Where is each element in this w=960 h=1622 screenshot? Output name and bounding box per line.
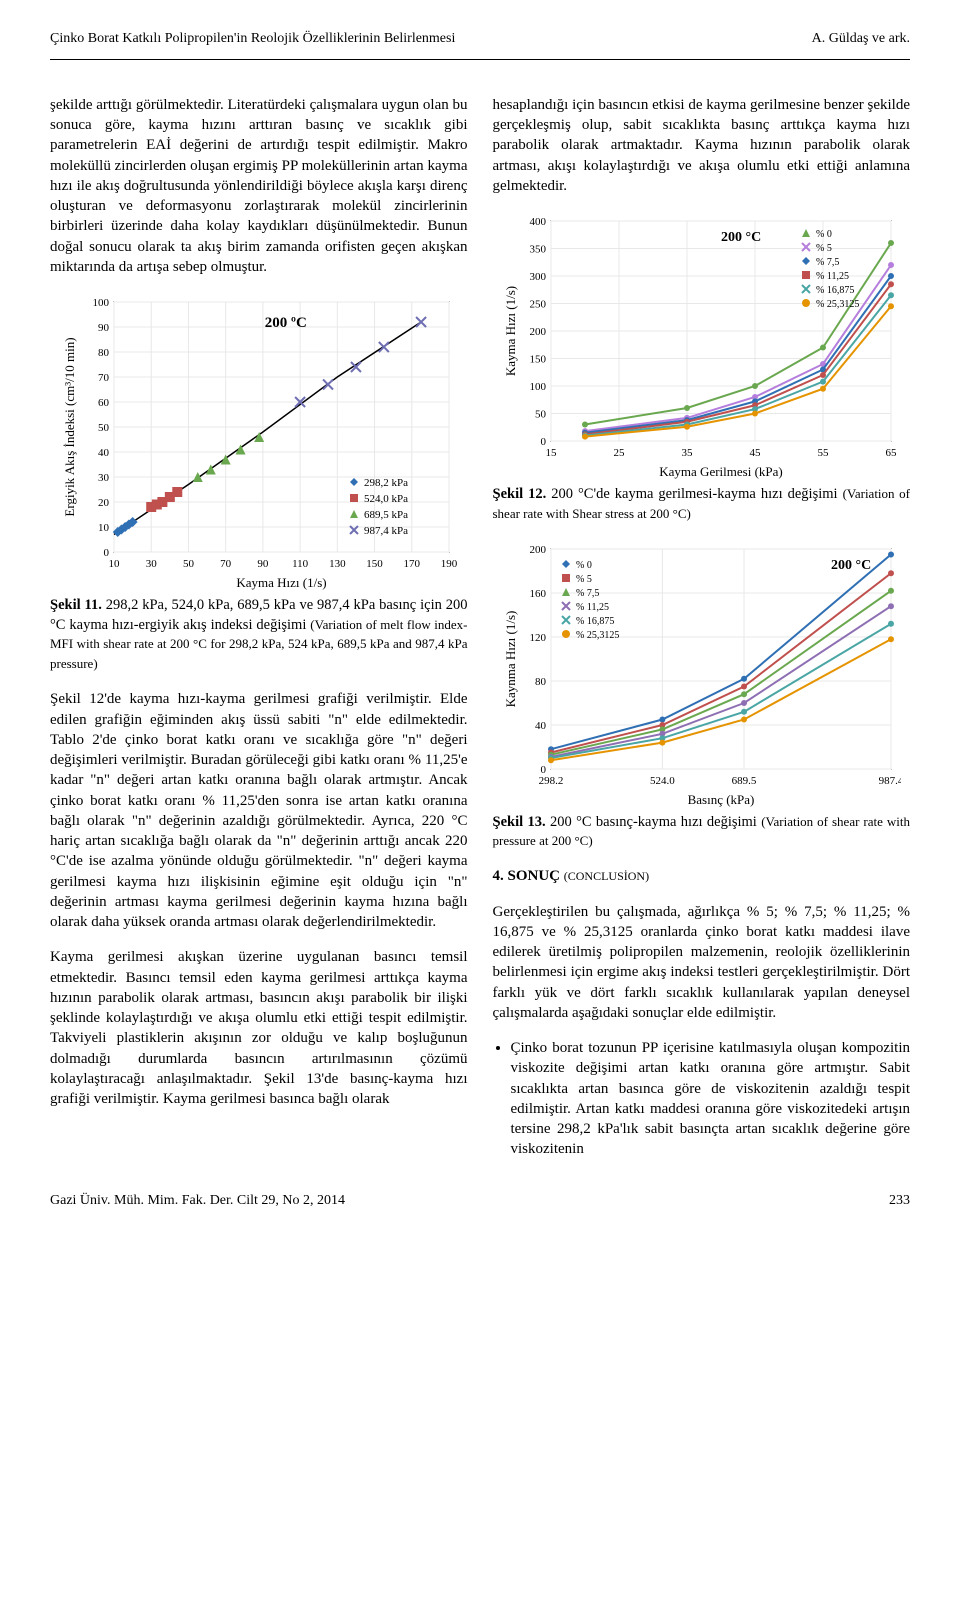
svg-text:250: 250 bbox=[530, 299, 547, 311]
svg-text:70: 70 bbox=[98, 372, 110, 384]
svg-text:90: 90 bbox=[98, 322, 110, 334]
svg-text:100: 100 bbox=[530, 381, 547, 393]
svg-text:Kayma Hızı (1/s): Kayma Hızı (1/s) bbox=[236, 575, 326, 590]
svg-text:400: 400 bbox=[530, 216, 547, 228]
svg-text:0: 0 bbox=[103, 547, 109, 559]
svg-text:70: 70 bbox=[220, 558, 232, 570]
svg-text:Kayma Hızı (1/s): Kayma Hızı (1/s) bbox=[503, 286, 518, 376]
para-left-3: Kayma gerilmesi akışkan üzerine uygulana… bbox=[50, 947, 468, 1109]
svg-text:25: 25 bbox=[614, 447, 626, 459]
section-4-subtitle: (CONCLUSİON) bbox=[564, 869, 649, 883]
svg-text:10: 10 bbox=[98, 522, 110, 534]
svg-text:160: 160 bbox=[530, 588, 547, 600]
fig13-label: Şekil 13. bbox=[493, 814, 546, 830]
svg-text:50: 50 bbox=[535, 409, 547, 421]
bullet-1: Çinko borat tozunun PP içerisine katılma… bbox=[511, 1038, 911, 1160]
svg-text:15: 15 bbox=[546, 447, 558, 459]
svg-text:987,4 kPa: 987,4 kPa bbox=[364, 525, 408, 537]
svg-text:200 °C: 200 °C bbox=[831, 558, 871, 573]
svg-text:80: 80 bbox=[535, 676, 547, 688]
svg-text:% 5: % 5 bbox=[576, 574, 592, 585]
svg-text:% 0: % 0 bbox=[816, 229, 832, 240]
para-left-2: Şekil 12'de kayma hızı-kayma gerilmesi g… bbox=[50, 689, 468, 932]
svg-text:200: 200 bbox=[530, 326, 547, 338]
svg-text:298,2 kPa: 298,2 kPa bbox=[364, 477, 408, 489]
svg-text:65: 65 bbox=[886, 447, 898, 459]
svg-text:20: 20 bbox=[98, 497, 110, 509]
svg-text:190: 190 bbox=[441, 558, 458, 570]
svg-text:90: 90 bbox=[257, 558, 269, 570]
svg-text:Basınç (kPa): Basınç (kPa) bbox=[688, 792, 755, 807]
svg-text:110: 110 bbox=[292, 558, 309, 570]
svg-text:% 16,875: % 16,875 bbox=[816, 285, 854, 296]
svg-text:30: 30 bbox=[145, 558, 157, 570]
svg-text:% 25,3125: % 25,3125 bbox=[816, 299, 859, 310]
svg-text:30: 30 bbox=[98, 472, 110, 484]
fig12-label: Şekil 12. bbox=[493, 486, 547, 502]
svg-text:0: 0 bbox=[541, 436, 547, 448]
running-head-right: A. Güldaş ve ark. bbox=[812, 30, 910, 49]
figure-12-caption: Şekil 12. 200 °C'de kayma gerilmesi-kaym… bbox=[493, 485, 911, 524]
para-left-1: şekilde arttığı görülmektedir. Literatür… bbox=[50, 95, 468, 277]
svg-text:% 16,875: % 16,875 bbox=[576, 616, 614, 627]
svg-text:200 °C: 200 °C bbox=[721, 230, 761, 245]
svg-text:% 7,5: % 7,5 bbox=[816, 257, 839, 268]
svg-text:60: 60 bbox=[98, 397, 110, 409]
svg-text:298.2: 298.2 bbox=[539, 775, 564, 787]
svg-text:100: 100 bbox=[92, 297, 109, 309]
svg-text:300: 300 bbox=[530, 271, 547, 283]
svg-text:% 0: % 0 bbox=[576, 560, 592, 571]
footer-left: Gazi Üniv. Müh. Mim. Fak. Der. Cilt 29, … bbox=[50, 1192, 345, 1211]
svg-text:200: 200 bbox=[530, 544, 547, 556]
para-right-2: Gerçekleştirilen bu çalışmada, ağırlıkça… bbox=[493, 902, 911, 1024]
svg-text:10: 10 bbox=[108, 558, 120, 570]
section-4-title: 4. SONUÇ bbox=[493, 868, 564, 884]
svg-text:689.5: 689.5 bbox=[732, 775, 757, 787]
svg-text:55: 55 bbox=[818, 447, 830, 459]
svg-text:130: 130 bbox=[329, 558, 346, 570]
svg-text:% 11,25: % 11,25 bbox=[576, 602, 609, 613]
fig13-text: 200 °C basınç-kayma hızı değişimi bbox=[546, 814, 762, 830]
svg-text:40: 40 bbox=[535, 720, 547, 732]
svg-text:524.0: 524.0 bbox=[650, 775, 675, 787]
svg-text:0: 0 bbox=[541, 764, 547, 776]
svg-text:35: 35 bbox=[682, 447, 694, 459]
figure-13-caption: Şekil 13. 200 °C basınç-kayma hızı değiş… bbox=[493, 813, 911, 852]
svg-text:% 5: % 5 bbox=[816, 243, 832, 254]
figure-13: 298.2 524.0 689.5 987.4 0 40 80 120 160 200 200 °C… bbox=[493, 539, 911, 809]
svg-text:50: 50 bbox=[98, 422, 110, 434]
svg-text:% 7,5: % 7,5 bbox=[576, 588, 599, 599]
svg-text:200 ºC: 200 ºC bbox=[265, 315, 307, 331]
svg-text:80: 80 bbox=[98, 347, 110, 359]
fig11-label: Şekil 11. bbox=[50, 597, 102, 613]
svg-text:40: 40 bbox=[98, 447, 110, 459]
figure-11: 1030507090110130150170190010203040506070… bbox=[50, 292, 468, 592]
svg-text:% 25,3125: % 25,3125 bbox=[576, 630, 619, 641]
footer-page: 233 bbox=[889, 1192, 910, 1211]
svg-text:150: 150 bbox=[530, 354, 547, 366]
svg-text:50: 50 bbox=[183, 558, 195, 570]
para-right-1: hesaplandığı için basıncın etkisi de kay… bbox=[493, 95, 911, 196]
svg-text:120: 120 bbox=[530, 632, 547, 644]
svg-text:% 11,25: % 11,25 bbox=[816, 271, 849, 282]
svg-text:Kayma Gerilmesi (kPa): Kayma Gerilmesi (kPa) bbox=[660, 464, 783, 479]
svg-text:987.4: 987.4 bbox=[879, 775, 901, 787]
svg-text:350: 350 bbox=[530, 244, 547, 256]
svg-text:170: 170 bbox=[403, 558, 420, 570]
running-head-left: Çinko Borat Katkılı Polipropilen'in Reol… bbox=[50, 30, 455, 49]
figure-12: 15 25 35 45 55 65 0 50 100 150 200 250 300 350 400 200 … bbox=[493, 211, 911, 481]
svg-text:689,5 kPa: 689,5 kPa bbox=[364, 509, 408, 521]
svg-text:150: 150 bbox=[366, 558, 383, 570]
figure-11-caption: Şekil 11. 298,2 kPa, 524,0 kPa, 689,5 kP… bbox=[50, 596, 468, 674]
svg-text:Ergiyik Akış İndeksi (cm³/10 m: Ergiyik Akış İndeksi (cm³/10 min) bbox=[62, 338, 77, 517]
fig12-text: 200 °C'de kayma gerilmesi-kayma hızı değ… bbox=[546, 486, 842, 502]
section-4-heading: 4. SONUÇ (CONCLUSİON) bbox=[493, 866, 911, 886]
svg-text:Kaynma Hızı (1/s): Kaynma Hızı (1/s) bbox=[503, 610, 518, 707]
svg-text:524,0 kPa: 524,0 kPa bbox=[364, 493, 408, 505]
svg-text:45: 45 bbox=[750, 447, 762, 459]
